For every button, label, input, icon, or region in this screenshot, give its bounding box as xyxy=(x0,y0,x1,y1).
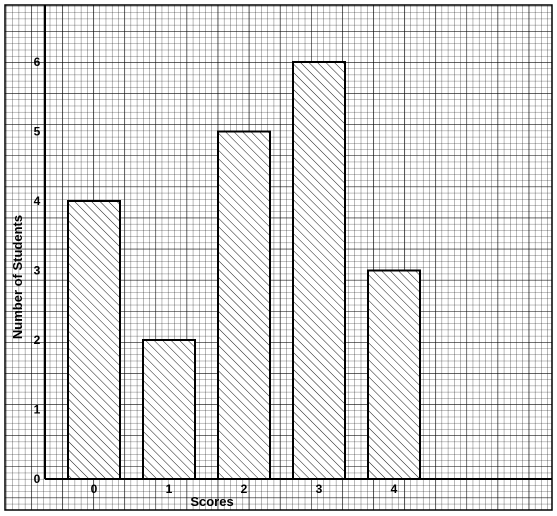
x-tick-label: 2 xyxy=(241,482,248,496)
y-tick-labels: 0 1 2 3 4 5 6 xyxy=(34,55,41,486)
y-tick-label: 2 xyxy=(34,333,41,347)
y-tick-label: 3 xyxy=(34,264,41,278)
x-tick-label: 1 xyxy=(166,482,173,496)
y-tick-label: 0 xyxy=(34,472,41,486)
bar-hatch-1 xyxy=(142,339,196,480)
bars-group xyxy=(67,61,421,480)
y-axis-title: Number of Students xyxy=(10,215,25,339)
x-tick-labels: 0 1 2 3 4 xyxy=(91,482,398,496)
x-tick-label: 3 xyxy=(316,482,323,496)
y-tick-label: 1 xyxy=(34,403,41,417)
y-tick-label: 4 xyxy=(34,194,41,208)
bar-hatch-4 xyxy=(367,269,421,480)
bar-hatch-2 xyxy=(217,130,271,480)
y-tick-label: 6 xyxy=(34,55,41,69)
y-tick-label: 5 xyxy=(34,125,41,139)
bar-hatch-3 xyxy=(292,61,346,480)
x-tick-label: 4 xyxy=(391,482,398,496)
graph-paper-grid xyxy=(4,4,553,511)
bar-hatch-0 xyxy=(67,200,121,480)
axes xyxy=(44,5,552,480)
x-axis-title: Scores xyxy=(190,494,233,509)
x-tick-label: 0 xyxy=(91,482,98,496)
